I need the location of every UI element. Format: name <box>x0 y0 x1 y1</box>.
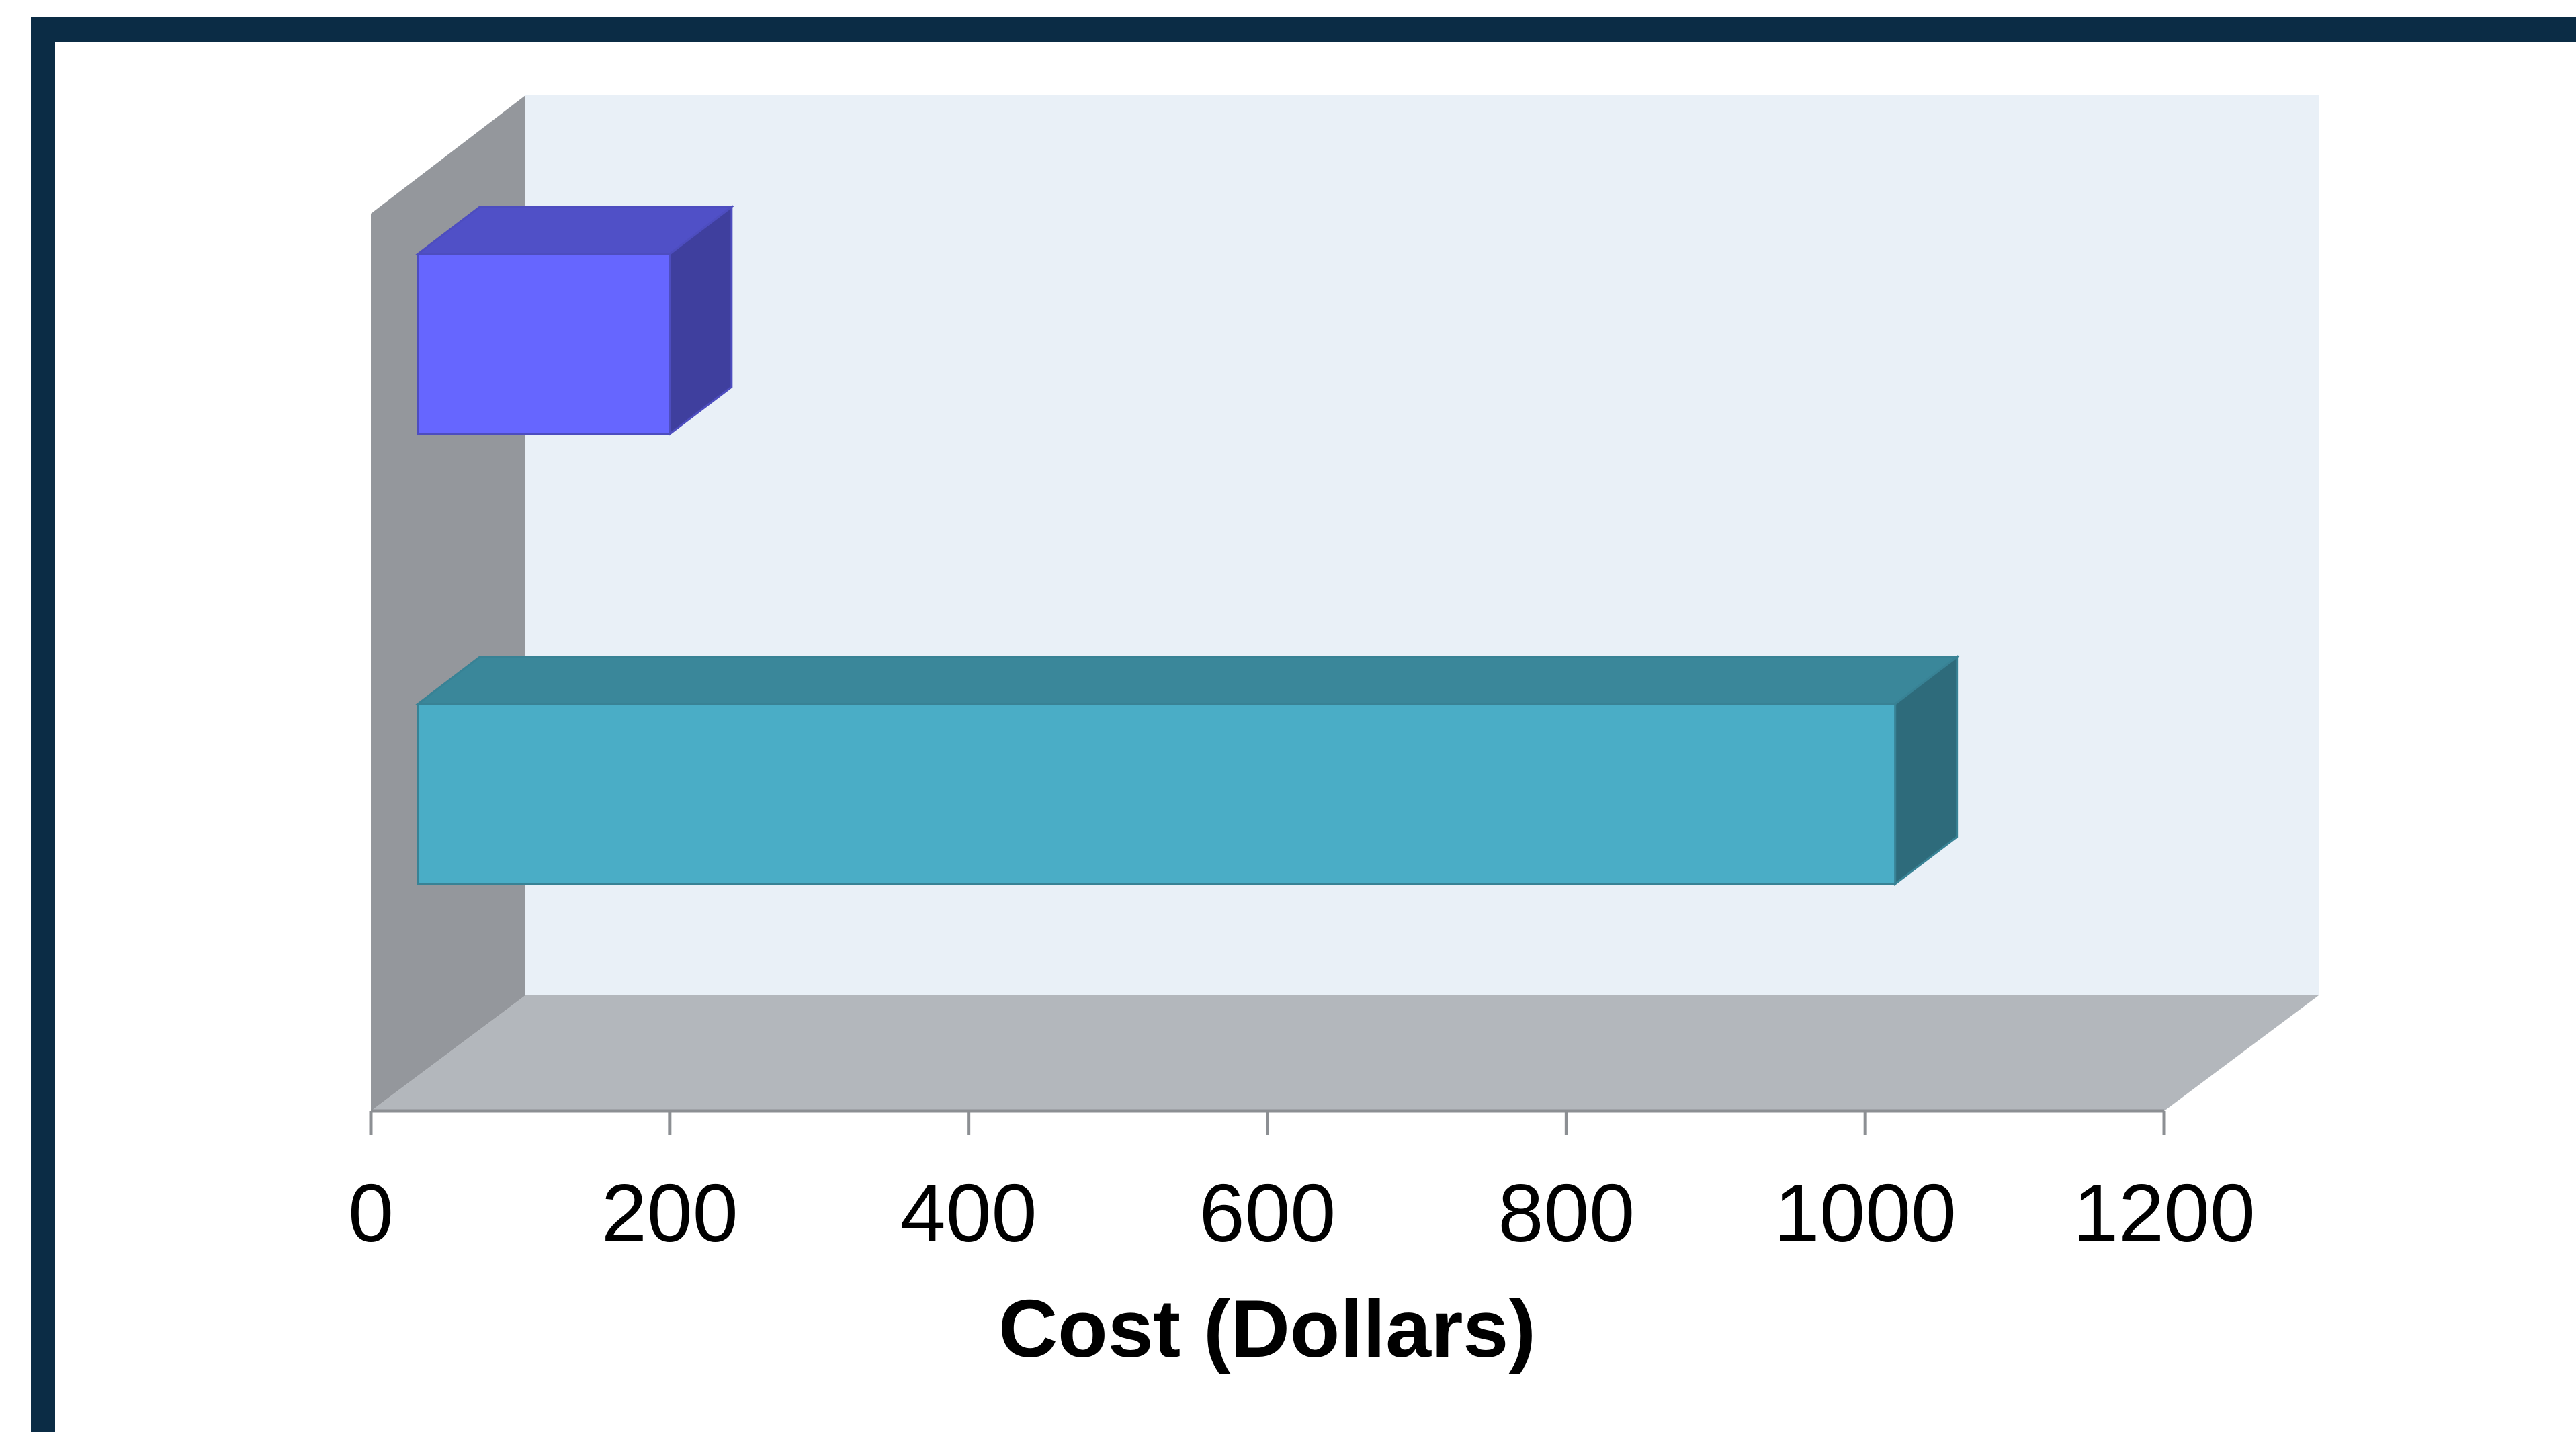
bars <box>415 204 1961 887</box>
x-tick-label-2: 400 <box>900 1167 1037 1259</box>
bar-1 <box>415 204 735 437</box>
x-tick-label-5: 1000 <box>1774 1167 1956 1259</box>
x-tick-label-4: 800 <box>1498 1167 1635 1259</box>
x-axis-title: Cost (Dollars) <box>998 1283 1536 1374</box>
bar-2 <box>415 654 1961 887</box>
x-tick-label-0: 0 <box>348 1167 394 1259</box>
bar-2-front <box>417 703 1897 885</box>
x-tick-label-1: 200 <box>601 1167 738 1259</box>
floor <box>371 995 2319 1111</box>
x-tick-label-6: 1200 <box>2073 1167 2255 1259</box>
x-tick-label-3: 600 <box>1199 1167 1336 1259</box>
chart-frame <box>31 17 2576 1432</box>
x-axis-ticks: 0 200 400 600 800 1000 1200 <box>348 1111 2256 1259</box>
bar-1-front <box>417 253 671 435</box>
bar-2-top <box>415 656 1961 705</box>
